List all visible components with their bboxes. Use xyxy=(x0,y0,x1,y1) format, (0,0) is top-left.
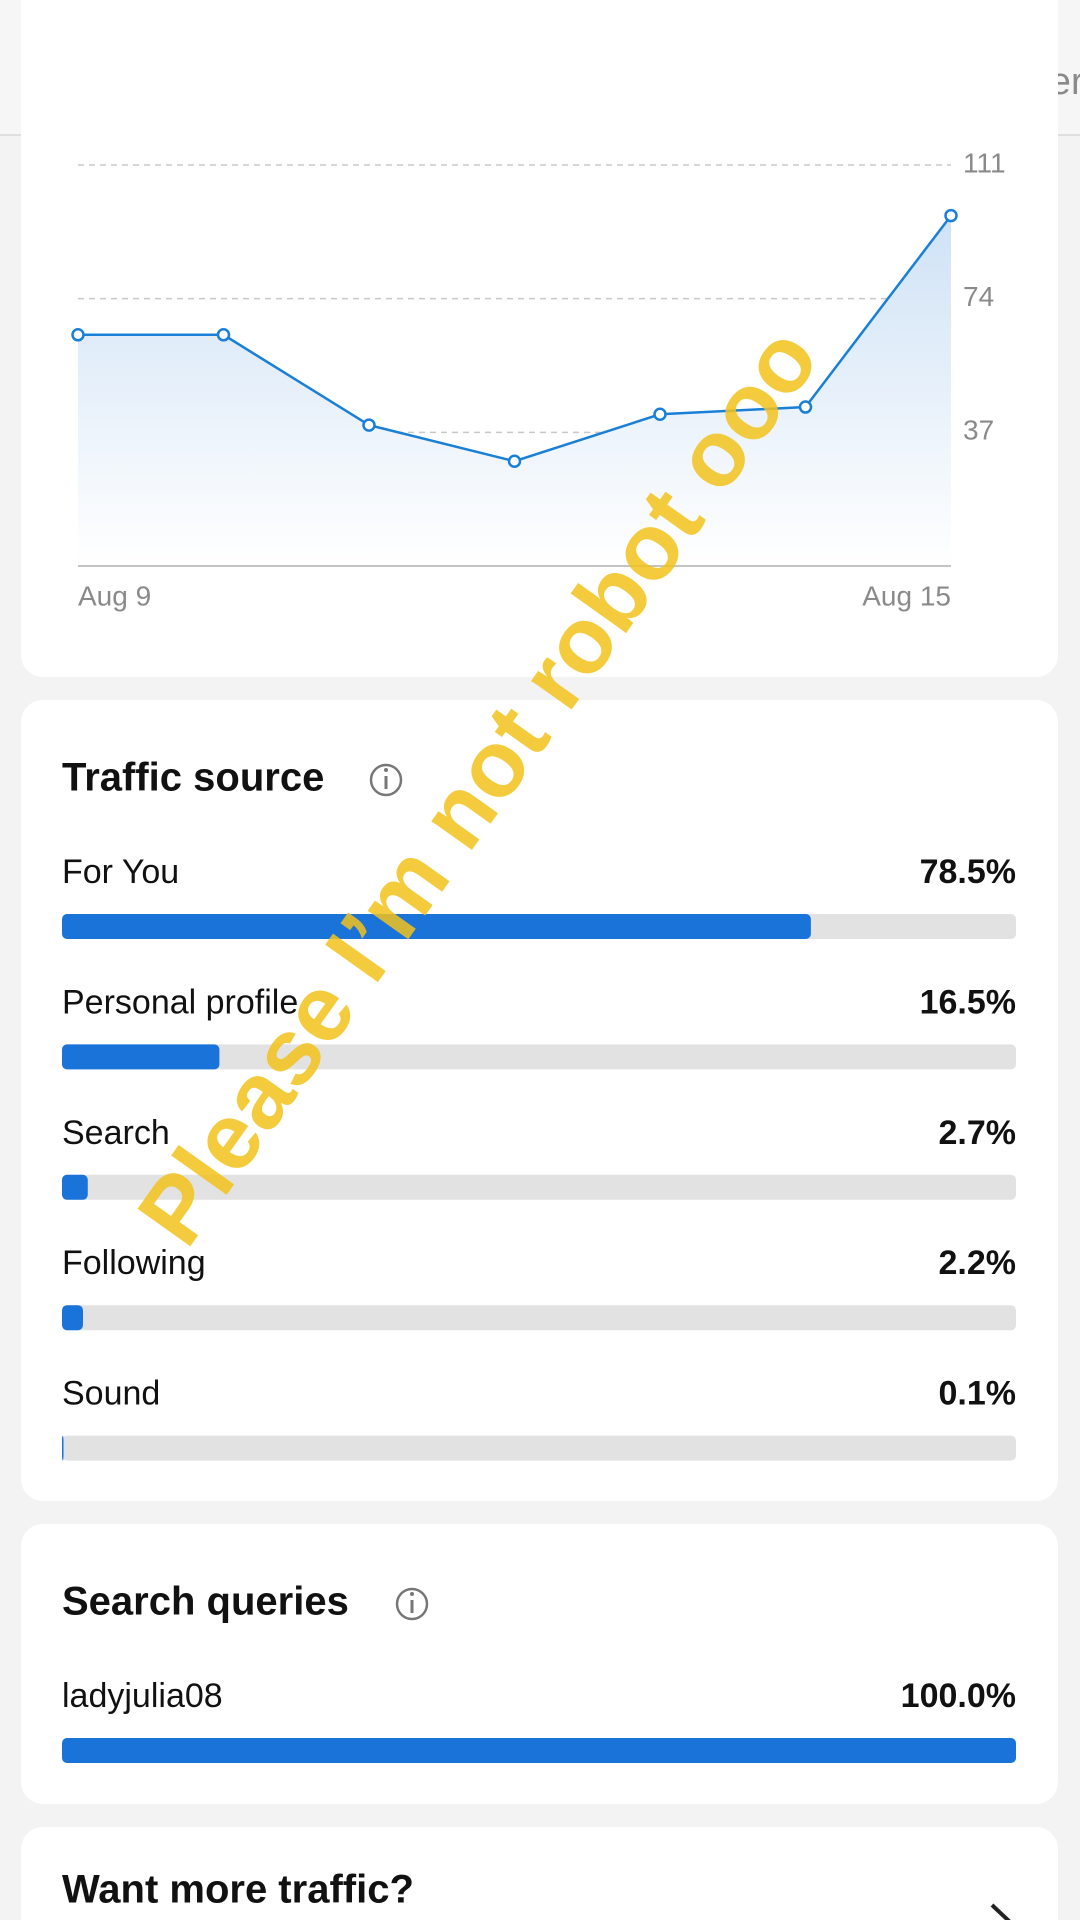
point xyxy=(216,328,231,342)
info-icon[interactable] xyxy=(395,1587,429,1621)
point xyxy=(362,418,376,432)
more-traffic-card[interactable] xyxy=(21,1827,1058,1920)
section-title: Traffic source xyxy=(62,756,324,800)
bar xyxy=(62,1174,88,1200)
row-label: Sound xyxy=(62,1375,160,1413)
bar xyxy=(62,914,811,939)
bar-track xyxy=(62,1305,1016,1331)
section-title: Search queries xyxy=(62,1580,349,1624)
row-value: 2.2% xyxy=(939,1244,1017,1282)
row-value: 2.7% xyxy=(939,1114,1017,1152)
point xyxy=(798,400,813,414)
search-rows: ladyjulia08 100.0% xyxy=(62,1677,1016,1763)
bar-track xyxy=(62,1044,1016,1070)
info-icon[interactable] xyxy=(369,763,403,797)
row-value: 78.5% xyxy=(920,853,1016,891)
bar xyxy=(62,1044,220,1070)
traffic-rows: For You 78.5% Personal profile 16.5% Search 2… xyxy=(62,853,1016,1461)
row-label: Search xyxy=(62,1114,170,1152)
line-chart: 37 74 111 Aug 9 Aug 15 xyxy=(71,147,1006,611)
row-value: 100.0% xyxy=(901,1677,1016,1715)
y-tick-label: 37 xyxy=(963,415,994,446)
y-tick-label: 111 xyxy=(963,147,1006,178)
point xyxy=(71,328,85,342)
row-label: Personal profile xyxy=(62,983,298,1021)
bar-track xyxy=(62,1435,1016,1461)
row-label: For You xyxy=(62,853,179,891)
bar-track xyxy=(62,1174,1016,1200)
traffic-card xyxy=(21,700,1058,1501)
bar xyxy=(62,1435,64,1461)
row-label: Following xyxy=(62,1244,206,1282)
row-label: ladyjulia08 xyxy=(62,1677,223,1715)
chevron xyxy=(990,1903,1011,1920)
point xyxy=(653,407,667,422)
row-value: 0.1% xyxy=(939,1375,1017,1413)
x-tick-label: Aug 9 xyxy=(78,580,151,611)
bar xyxy=(62,1738,1016,1763)
bar xyxy=(62,1305,83,1331)
x-tick-label: Aug 15 xyxy=(862,580,951,611)
search-card xyxy=(21,1524,1058,1804)
point xyxy=(944,208,958,223)
section-title: Want more traffic? xyxy=(62,1868,414,1912)
y-tick-label: 74 xyxy=(963,281,994,312)
point xyxy=(507,454,522,468)
area xyxy=(78,215,951,566)
row-value: 16.5% xyxy=(920,983,1016,1021)
